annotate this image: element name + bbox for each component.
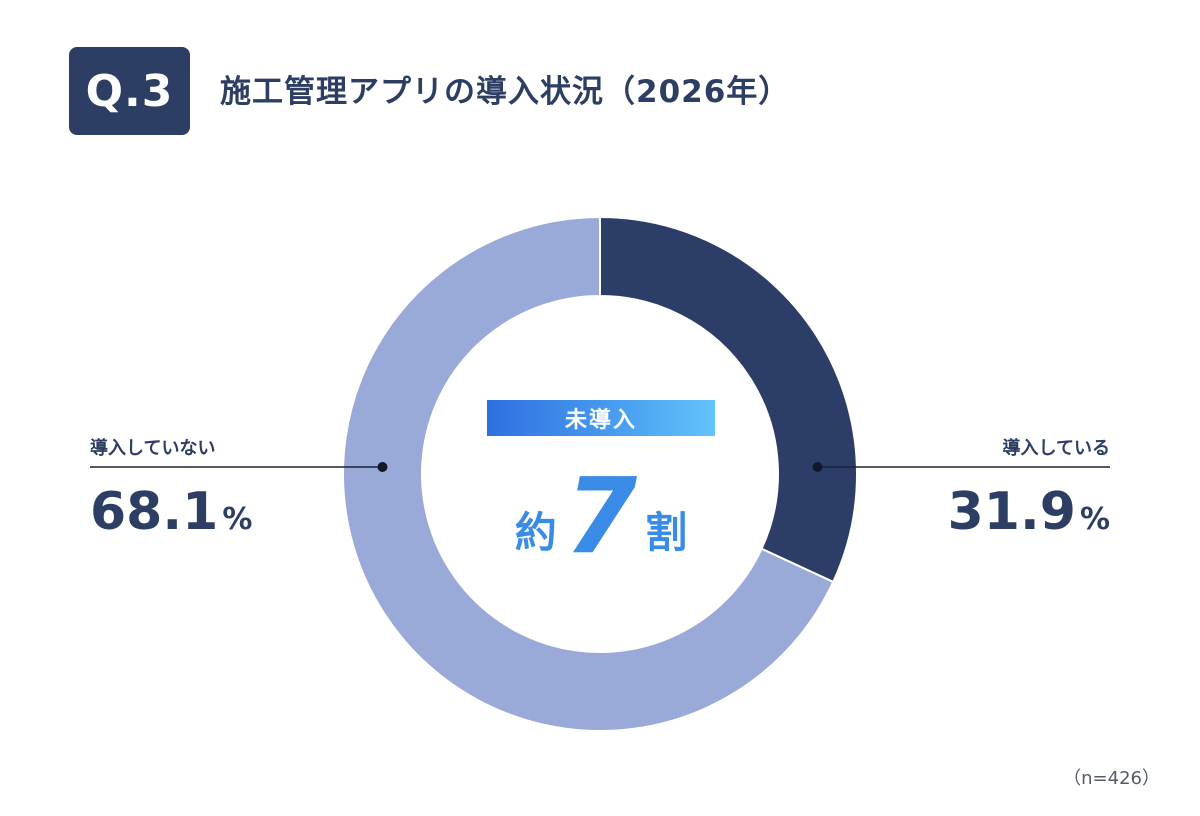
not-adopted-leader-dot — [377, 462, 388, 472]
donut-slice-0 — [599, 215, 858, 584]
center-suffix: 割 — [645, 508, 688, 557]
data-label-adopted-unit: % — [1079, 502, 1110, 537]
data-label-adopted: 31.9% — [948, 486, 1110, 538]
data-label-not-adopted-unit: % — [222, 502, 253, 537]
data-label-not-adopted: 68.1% — [90, 486, 252, 538]
data-label-adopted-number: 31.9 — [947, 482, 1076, 542]
chart-title: 施工管理アプリの導入状況（2026年） — [220, 74, 791, 110]
legend-label-not-adopted: 導入していない — [90, 438, 216, 459]
sample-size-note: （n=426） — [1063, 768, 1160, 789]
legend-label-adopted: 導入している — [1002, 438, 1110, 459]
donut-slice-1 — [342, 215, 835, 732]
data-label-not-adopted-number: 68.1 — [90, 482, 219, 542]
question-number-badge: Q.3 — [69, 47, 190, 135]
center-number: 7 — [564, 455, 638, 577]
adopted-leader-dot — [812, 462, 823, 472]
center-badge: 未導入 — [487, 400, 715, 436]
center-prefix: 約 — [514, 508, 557, 557]
center-summary: 約 7 割 — [470, 448, 732, 568]
